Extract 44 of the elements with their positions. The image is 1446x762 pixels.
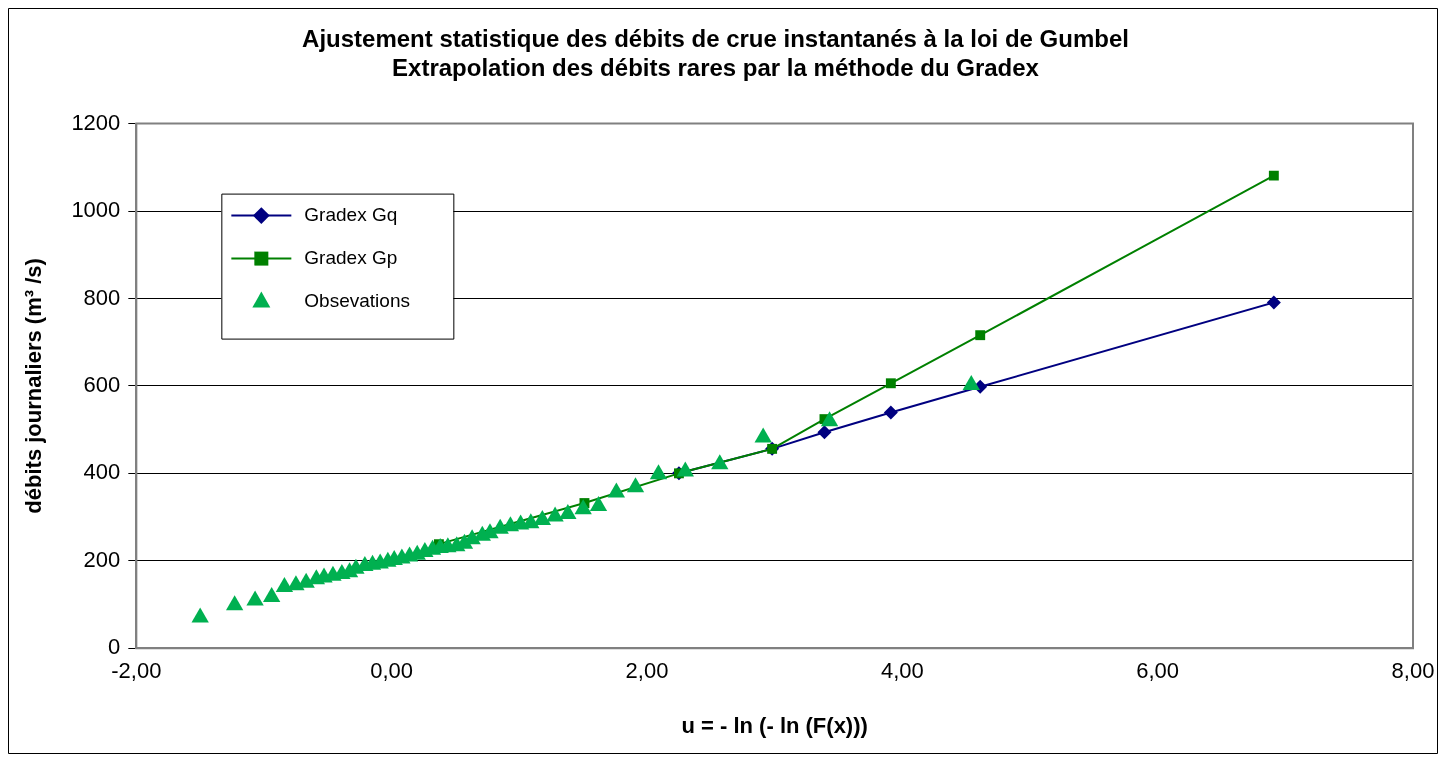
point <box>817 425 832 440</box>
x-tick-label: 2,00 <box>625 658 669 684</box>
x-axis-title: u = - ln (- ln (F(x))) <box>681 712 868 738</box>
text: Ajustement statistique des débits de crue instantanés à la loi de Gumbel <box>302 25 1129 53</box>
point <box>225 595 244 611</box>
point <box>885 378 896 389</box>
point <box>533 510 551 526</box>
point <box>1268 170 1279 181</box>
text: Extrapolation des débits rares par la méthode du Gradex <box>392 53 1039 81</box>
point <box>574 499 592 515</box>
point <box>711 454 729 470</box>
point <box>962 375 980 391</box>
point <box>559 503 577 519</box>
y-tick-label: 400 <box>83 459 121 485</box>
point <box>546 506 564 522</box>
y-tick-label: 200 <box>83 546 121 572</box>
x-tick-label: 6,00 <box>1136 658 1180 684</box>
y-axis-title: débits journaliers (m³ /s) <box>21 258 47 514</box>
x-tick-label: 4,00 <box>880 658 924 684</box>
point <box>275 577 294 592</box>
point <box>649 464 668 480</box>
legend-label: Obsevations <box>304 289 410 311</box>
point <box>676 461 694 477</box>
y-tick-label: 0 <box>108 634 121 660</box>
y-tick-label: 600 <box>83 371 121 397</box>
x-tick-label: -2,00 <box>111 658 162 684</box>
x-tick-label: 0,00 <box>370 658 414 684</box>
point <box>246 590 264 606</box>
y-tick-label: 800 <box>83 284 121 310</box>
point <box>589 496 608 512</box>
point <box>883 405 898 420</box>
point <box>975 330 986 341</box>
point <box>607 482 626 498</box>
y-tick-label: 1000 <box>71 197 121 223</box>
point <box>820 411 839 427</box>
legend-label: Gradex Gp <box>304 246 398 268</box>
point <box>191 607 209 623</box>
y-tick-label: 1200 <box>71 109 121 135</box>
point <box>263 587 281 603</box>
point <box>626 477 645 493</box>
legend-label: Gradex Gq <box>304 203 398 225</box>
point <box>1266 295 1281 310</box>
point <box>754 427 772 443</box>
x-tick-label: 8,00 <box>1391 658 1435 684</box>
